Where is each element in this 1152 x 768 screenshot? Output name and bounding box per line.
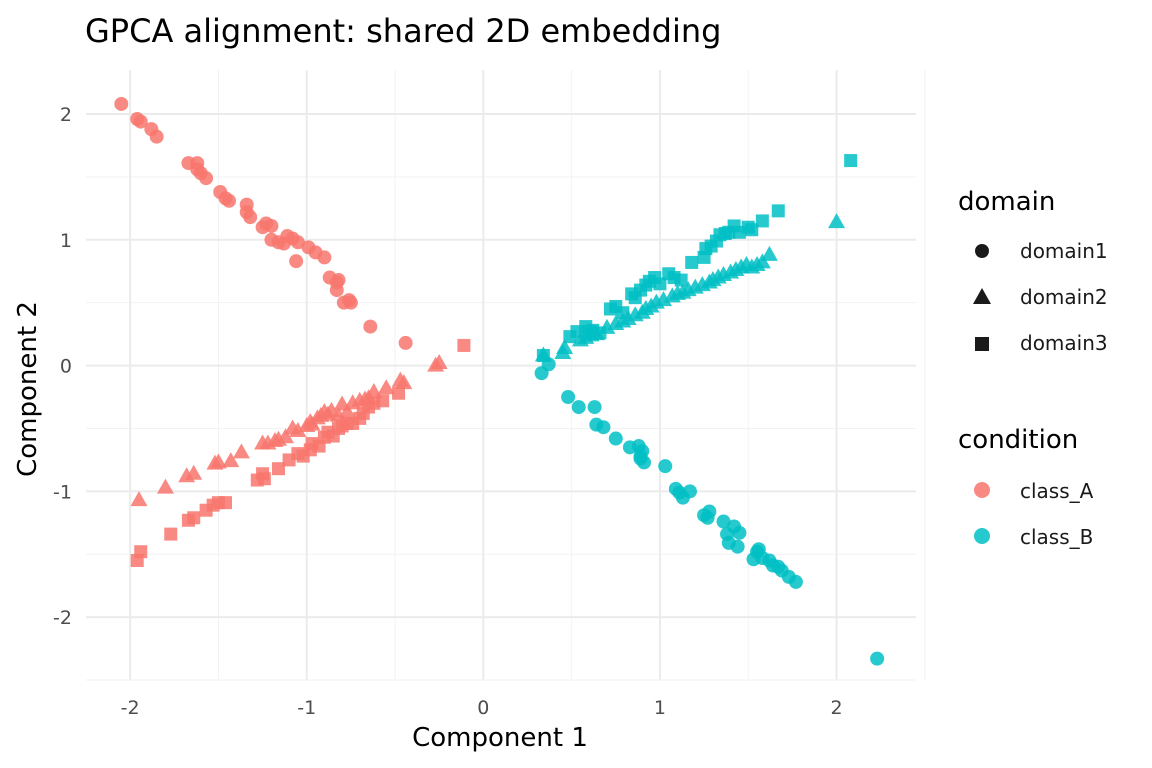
data-point-circle bbox=[702, 504, 717, 519]
legend-label-class-b: class_B bbox=[1020, 525, 1093, 549]
tick-labels: -2 -1 0 1 2 -2 -1 0 1 2 bbox=[53, 104, 843, 719]
data-point-triangle bbox=[289, 421, 307, 437]
x-tick-label: -1 bbox=[297, 697, 316, 719]
data-point-triangle bbox=[209, 453, 227, 469]
y-tick-label: 0 bbox=[60, 356, 72, 378]
data-point-square bbox=[219, 496, 233, 510]
legend-square-icon bbox=[975, 337, 989, 351]
data-point-triangle bbox=[828, 213, 846, 229]
data-point-square bbox=[616, 306, 630, 320]
legend-class-a-swatch bbox=[974, 482, 990, 498]
data-point-circle bbox=[608, 431, 623, 446]
data-point-triangle bbox=[185, 464, 203, 480]
legend-class-b-swatch bbox=[974, 528, 990, 544]
data-point-circle bbox=[243, 210, 258, 225]
data-point-square bbox=[392, 386, 406, 400]
data-point-square bbox=[376, 394, 390, 408]
data-point-triangle bbox=[365, 382, 383, 398]
data-point-square bbox=[653, 277, 667, 291]
data-point-square bbox=[257, 472, 271, 486]
data-point-circle bbox=[675, 490, 690, 505]
y-tick-label: -2 bbox=[53, 607, 72, 629]
data-point-circle bbox=[329, 275, 344, 290]
data-point-triangle bbox=[753, 253, 771, 269]
data-point-square bbox=[745, 223, 759, 237]
data-point-square bbox=[674, 273, 688, 287]
data-point-square bbox=[593, 326, 607, 340]
data-point-triangle bbox=[377, 379, 395, 395]
data-point-circle bbox=[587, 400, 602, 415]
y-axis-title: Component 2 bbox=[13, 301, 43, 477]
data-point-square bbox=[187, 511, 201, 525]
data-point-triangle bbox=[760, 245, 778, 261]
data-point-circle bbox=[596, 420, 611, 435]
legend-triangle-icon bbox=[973, 288, 991, 304]
data-point-circle bbox=[637, 455, 652, 470]
legend-label-domain1: domain1 bbox=[1020, 239, 1108, 263]
data-point-circle bbox=[561, 390, 576, 405]
data-point-triangle bbox=[222, 452, 240, 468]
legend-label-class-a: class_A bbox=[1020, 479, 1094, 503]
legend-domain: domain domain1 domain2 domain3 bbox=[958, 187, 1108, 355]
legend-condition: condition class_A class_B bbox=[958, 425, 1094, 549]
data-point-square bbox=[685, 255, 699, 269]
points bbox=[114, 96, 885, 666]
data-point-circle bbox=[732, 525, 747, 540]
x-tick-label: 0 bbox=[477, 697, 489, 719]
data-point-circle bbox=[658, 459, 673, 474]
legend-label-domain3: domain3 bbox=[1020, 331, 1108, 355]
data-point-square bbox=[164, 527, 178, 541]
data-point-circle bbox=[222, 193, 237, 208]
data-point-circle bbox=[133, 114, 148, 129]
data-point-triangle bbox=[277, 428, 295, 444]
legend-label-domain2: domain2 bbox=[1020, 285, 1108, 309]
grid bbox=[86, 70, 926, 681]
data-point-circle bbox=[716, 514, 731, 529]
data-point-square bbox=[457, 338, 471, 352]
y-tick-label: -1 bbox=[53, 481, 72, 503]
data-point-triangle bbox=[395, 374, 413, 390]
data-point-square bbox=[536, 349, 550, 363]
data-point-circle bbox=[730, 539, 745, 554]
legend-domain-title: domain bbox=[958, 187, 1055, 217]
data-point-square bbox=[844, 154, 858, 168]
data-point-triangle bbox=[556, 338, 574, 354]
data-point-circle bbox=[398, 335, 413, 350]
data-point-triangle bbox=[130, 491, 148, 507]
data-point-circle bbox=[343, 295, 358, 310]
data-point-square bbox=[134, 545, 148, 559]
data-point-triangle bbox=[232, 443, 250, 459]
data-point-circle bbox=[114, 96, 129, 111]
chart-title: GPCA alignment: shared 2D embedding bbox=[85, 12, 721, 50]
data-point-circle bbox=[199, 171, 214, 186]
data-point-circle bbox=[289, 254, 304, 269]
data-point-circle bbox=[290, 235, 305, 250]
x-axis-title: Component 1 bbox=[412, 723, 588, 753]
legend-circle-icon bbox=[975, 244, 989, 258]
data-point-square bbox=[771, 204, 785, 218]
data-point-circle bbox=[264, 218, 279, 233]
legend-condition-title: condition bbox=[958, 425, 1078, 455]
data-point-triangle bbox=[338, 403, 356, 419]
y-tick-label: 1 bbox=[60, 230, 72, 252]
data-point-circle bbox=[788, 574, 803, 589]
data-point-square bbox=[755, 214, 769, 228]
data-point-circle bbox=[571, 400, 586, 415]
x-tick-label: 2 bbox=[830, 697, 842, 719]
data-point-circle bbox=[149, 129, 164, 144]
data-point-circle bbox=[317, 250, 332, 265]
x-tick-label: -2 bbox=[121, 697, 140, 719]
data-point-triangle bbox=[156, 478, 174, 494]
data-point-triangle bbox=[430, 354, 448, 370]
y-tick-label: 2 bbox=[60, 104, 72, 126]
data-point-triangle bbox=[654, 291, 672, 307]
data-point-circle bbox=[870, 651, 885, 666]
x-tick-label: 1 bbox=[654, 697, 666, 719]
data-point-circle bbox=[363, 319, 378, 334]
data-point-square bbox=[271, 462, 285, 476]
